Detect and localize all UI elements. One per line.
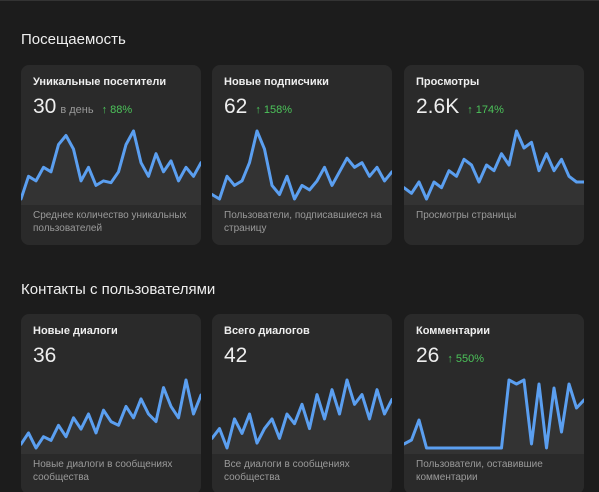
sparkline-area (212, 380, 392, 454)
up-arrow: ↑ (255, 104, 264, 116)
sparkline-line (212, 129, 392, 201)
card-value-row: 30 в день ↑ 88% (33, 95, 132, 119)
change-value: 550% (455, 353, 485, 365)
card-value: 62 (224, 95, 248, 118)
change-value: 88% (110, 104, 133, 116)
card-description: Пользователи, подписавшиеся на страницу (224, 210, 382, 234)
sparkline-line (404, 378, 584, 450)
card-value: 36 (33, 344, 57, 367)
card-label: Всего диалогов (224, 325, 310, 337)
card-value: 30 (33, 95, 57, 118)
stat-card: Просмотры 2.6K ↑ 174% Просмотры страницы (404, 65, 584, 245)
sparkline (212, 378, 392, 454)
sparkline (404, 129, 584, 205)
sparkline-area (404, 380, 584, 454)
up-arrow: ↑ (467, 104, 476, 116)
card-description: Все диалоги в сообщениях сообщества (224, 459, 350, 483)
sparkline (21, 129, 201, 205)
card-value: 42 (224, 344, 248, 367)
card-description: Просмотры страницы (416, 210, 517, 221)
up-arrow: ↑ (101, 104, 111, 116)
stat-card: Комментарии 26 ↑ 550% Пользователи, оставив… (404, 314, 584, 492)
card-label: Уникальные посетители (33, 76, 167, 88)
sparkline-line (21, 129, 201, 201)
card-value-row: 62 ↑ 158% (224, 95, 292, 119)
change: ↑ 174% (467, 104, 504, 116)
sparkline (404, 378, 584, 454)
card-description: Новые диалоги в сообщениях сообщества (33, 459, 173, 483)
sparkline-line (212, 378, 392, 450)
sparkline-line (404, 129, 584, 201)
change: ↑ 550% (447, 353, 484, 365)
card-value-row: 2.6K ↑ 174% (416, 95, 504, 119)
sparkline-area (212, 131, 392, 205)
stat-card: Уникальные посетители 30 в день ↑ 88% Средне… (21, 65, 201, 245)
card-description: Пользователи, оставившие комментарии (416, 459, 543, 483)
change: ↑ 88% (102, 104, 133, 116)
card-label: Комментарии (416, 325, 491, 337)
card-value: 2.6K (416, 95, 460, 118)
card-value-row: 36 (33, 344, 56, 368)
sparkline-area (21, 131, 201, 205)
sparkline-line (21, 378, 201, 450)
section-title: Посещаемость (21, 31, 126, 48)
card-value: 26 (416, 344, 440, 367)
stat-card: Новые подписчики 62 ↑ 158% Пользователи, по… (212, 65, 392, 245)
card-description: Среднее количество уникальных пользовате… (33, 210, 187, 234)
up-arrow: ↑ (447, 353, 456, 365)
change-value: 174% (475, 104, 504, 116)
stat-card: Новые диалоги 36 Новые диалоги в сообщения… (21, 314, 201, 492)
stat-card: Всего диалогов 42 Все диалоги в сообщениях… (212, 314, 392, 492)
card-unit: в день (60, 104, 94, 116)
card-label: Новые диалоги (33, 325, 118, 337)
sparkline-area (404, 131, 584, 205)
card-label: Просмотры (416, 76, 480, 88)
change-value: 158% (263, 104, 293, 116)
card-value-row: 26 ↑ 550% (416, 344, 484, 368)
sparkline (21, 378, 201, 454)
sparkline-area (21, 380, 201, 454)
sparkline (212, 129, 392, 205)
card-value-row: 42 (224, 344, 247, 368)
section-title: Контакты с пользователями (21, 281, 216, 298)
card-label: Новые подписчики (224, 76, 329, 88)
change: ↑ 158% (255, 104, 292, 116)
